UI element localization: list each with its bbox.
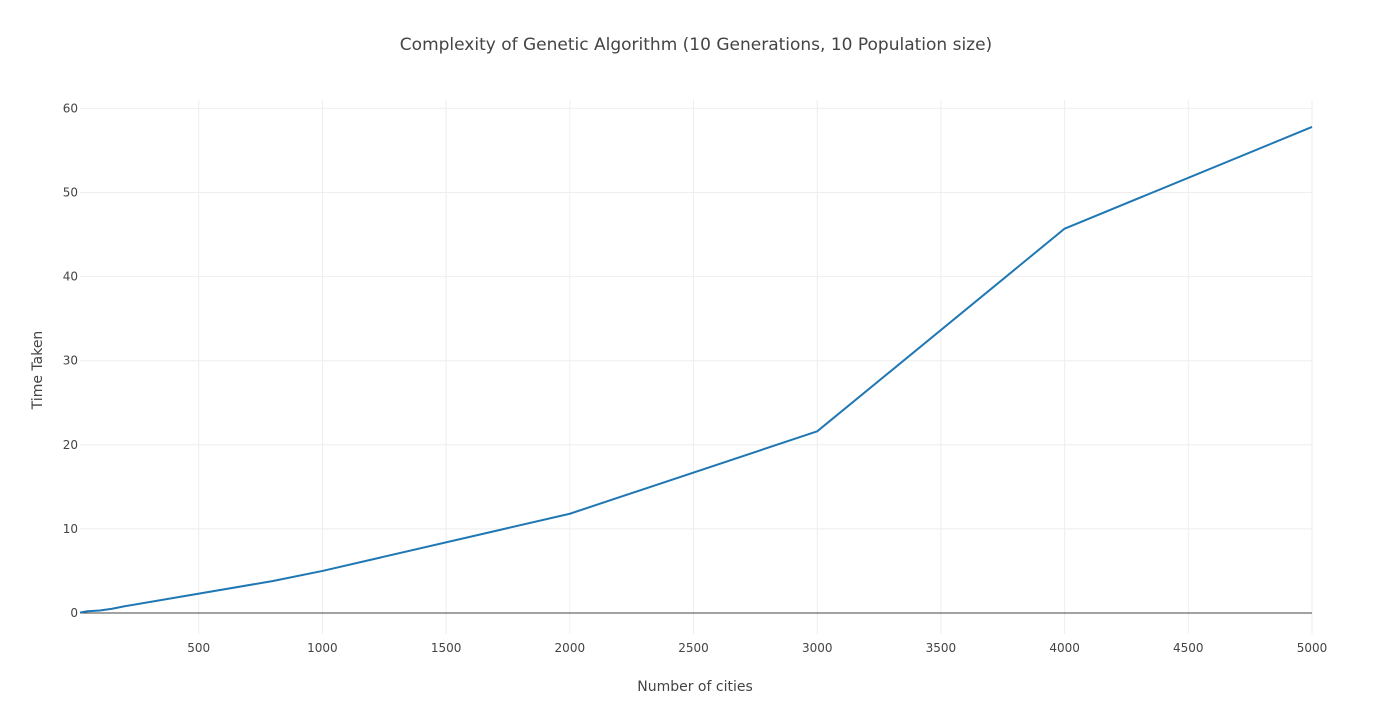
y-tick-label: 30	[63, 354, 78, 368]
x-tick-label: 2500	[678, 641, 709, 655]
chart-title: Complexity of Genetic Algorithm (10 Gene…	[400, 35, 992, 55]
y-tick-labels: 0 10 20 30 40 50 60	[63, 101, 78, 620]
x-tick-label: 3000	[802, 641, 833, 655]
x-grid-lines	[198, 100, 1313, 634]
y-tick-label: 20	[63, 438, 78, 452]
x-axis-title: Number of cities	[637, 679, 753, 695]
y-tick-label: 50	[63, 186, 78, 200]
x-tick-label: 5000	[1297, 641, 1328, 655]
x-tick-label: 500	[187, 641, 210, 655]
x-tick-label: 3500	[926, 641, 957, 655]
x-tick-label: 2000	[555, 641, 586, 655]
y-grid-lines	[80, 107, 1312, 530]
y-tick-label: 0	[70, 606, 78, 620]
y-tick-label: 40	[63, 270, 78, 284]
x-tick-label: 1000	[307, 641, 338, 655]
y-axis-title: Time Taken	[30, 331, 46, 411]
x-tick-label: 4500	[1173, 641, 1204, 655]
series-line	[79, 125, 1313, 614]
x-tick-label: 1500	[431, 641, 462, 655]
y-tick-label: 10	[63, 522, 78, 536]
y-tick-label: 60	[63, 101, 78, 115]
x-tick-labels: 500 1000 1500 2000 2500 3000 3500 4000 4500 5000	[187, 641, 1327, 655]
x-tick-label: 4000	[1049, 641, 1080, 655]
